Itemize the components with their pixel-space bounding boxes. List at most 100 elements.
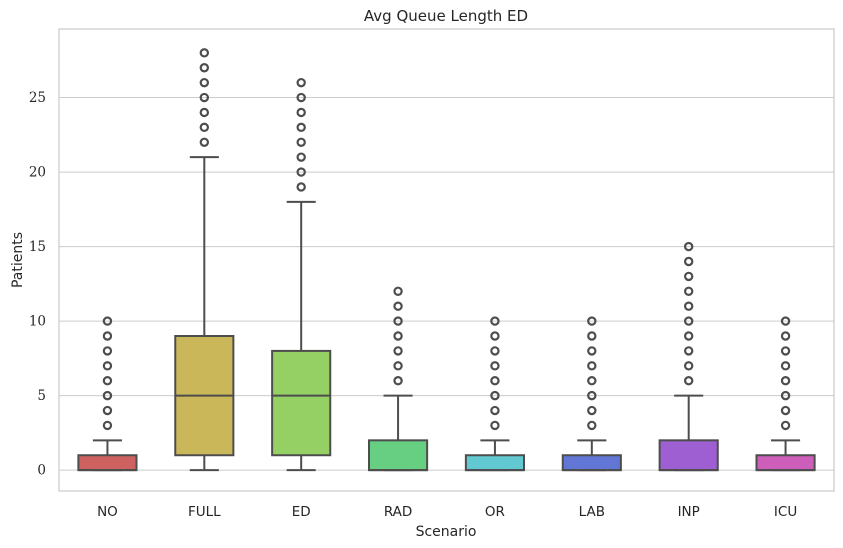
box-lab <box>561 316 622 472</box>
y-tick-label: 15 <box>29 239 46 255</box>
box-inp <box>658 241 719 472</box>
x-tick-label: INP <box>678 504 700 520</box>
y-tick-label: 25 <box>29 90 46 106</box>
outlier-point <box>780 316 791 326</box>
y-axis-ticks: 0 5 10 15 20 25 <box>29 90 46 479</box>
outlier-point <box>296 77 306 88</box>
outlier-point <box>296 152 306 162</box>
box-body <box>271 349 332 457</box>
outlier-point <box>102 420 113 431</box>
outlier-point <box>102 390 113 401</box>
box-icu <box>755 316 816 472</box>
box-series <box>77 48 816 472</box>
outlier-point <box>296 182 306 192</box>
x-axis-ticks: NO FULL ED RAD OR LAB INP ICU <box>97 504 797 520</box>
x-tick-label: OR <box>485 504 505 520</box>
outlier-point <box>587 376 597 386</box>
outlier-point <box>683 316 694 326</box>
outlier-point <box>587 390 597 401</box>
x-tick-label: FULL <box>188 504 221 520</box>
outlier-point <box>490 316 500 326</box>
outlier-point <box>393 346 403 356</box>
outlier-point <box>296 167 306 177</box>
box-no <box>77 316 138 472</box>
outlier-point <box>683 271 694 282</box>
outlier-point <box>199 48 210 58</box>
y-tick-label: 5 <box>37 388 46 404</box>
outlier-point <box>102 346 113 356</box>
outlier-point <box>199 107 210 118</box>
outlier-point <box>490 376 500 386</box>
box-body <box>755 454 816 472</box>
outlier-point <box>780 376 791 386</box>
outlier-point <box>102 376 113 386</box>
outlier-point <box>393 316 403 326</box>
box-body <box>658 439 719 472</box>
outlier-point <box>102 316 113 326</box>
outlier-point <box>199 137 210 147</box>
outlier-point <box>587 420 597 431</box>
outlier-point <box>587 346 597 356</box>
x-tick-label: NO <box>97 504 118 520</box>
box-body <box>77 454 138 472</box>
outlier-point <box>296 122 306 133</box>
outlier-point <box>683 286 694 296</box>
box-body <box>561 454 622 472</box>
outlier-point <box>490 405 500 416</box>
chart-title: Avg Queue Length ED <box>364 7 528 25</box>
outlier-point <box>393 376 403 386</box>
box-or <box>464 316 525 472</box>
outlier-point <box>490 331 500 341</box>
outlier-point <box>393 286 403 296</box>
outlier-point <box>199 63 210 73</box>
box-rad <box>368 286 429 472</box>
outlier-point <box>587 316 597 326</box>
outlier-point <box>780 331 791 341</box>
outlier-point <box>780 390 791 401</box>
outlier-point <box>393 301 403 311</box>
outlier-point <box>780 361 791 371</box>
outlier-point <box>102 331 113 341</box>
outlier-point <box>490 390 500 401</box>
outlier-point <box>199 122 210 133</box>
box-body <box>464 454 525 472</box>
x-tick-label: ED <box>292 504 311 520</box>
y-axis-label: Patients <box>10 232 26 288</box>
outlier-point <box>683 241 694 252</box>
box-body <box>368 439 429 472</box>
outlier-point <box>199 92 210 103</box>
y-tick-label: 10 <box>29 314 46 330</box>
y-tick-label: 20 <box>29 165 46 181</box>
outlier-point <box>683 331 694 341</box>
outlier-point <box>490 420 500 431</box>
outlier-point <box>490 346 500 356</box>
outlier-point <box>102 405 113 416</box>
outlier-point <box>683 346 694 356</box>
outlier-point <box>683 376 694 386</box>
x-tick-label: LAB <box>579 504 605 520</box>
outlier-point <box>683 301 694 311</box>
y-tick-label: 0 <box>37 463 46 479</box>
outlier-point <box>393 361 403 371</box>
outlier-point <box>780 346 791 356</box>
outlier-point <box>296 107 306 118</box>
outlier-point <box>393 331 403 341</box>
outlier-point <box>780 420 791 431</box>
outlier-point <box>683 361 694 371</box>
outlier-point <box>587 331 597 341</box>
x-tick-label: RAD <box>384 504 412 520</box>
outlier-point <box>587 405 597 416</box>
box-full <box>174 48 235 472</box>
plot-area-frame <box>58 28 835 492</box>
outlier-point <box>296 92 306 103</box>
outlier-point <box>102 361 113 371</box>
outlier-point <box>587 361 597 371</box>
outlier-point <box>490 361 500 371</box>
x-tick-label: ICU <box>774 504 797 520</box>
box-ed <box>271 77 332 472</box>
outlier-point <box>199 77 210 88</box>
outlier-point <box>780 405 791 416</box>
outlier-point <box>683 256 694 267</box>
x-axis-label: Scenario <box>416 524 477 540</box>
